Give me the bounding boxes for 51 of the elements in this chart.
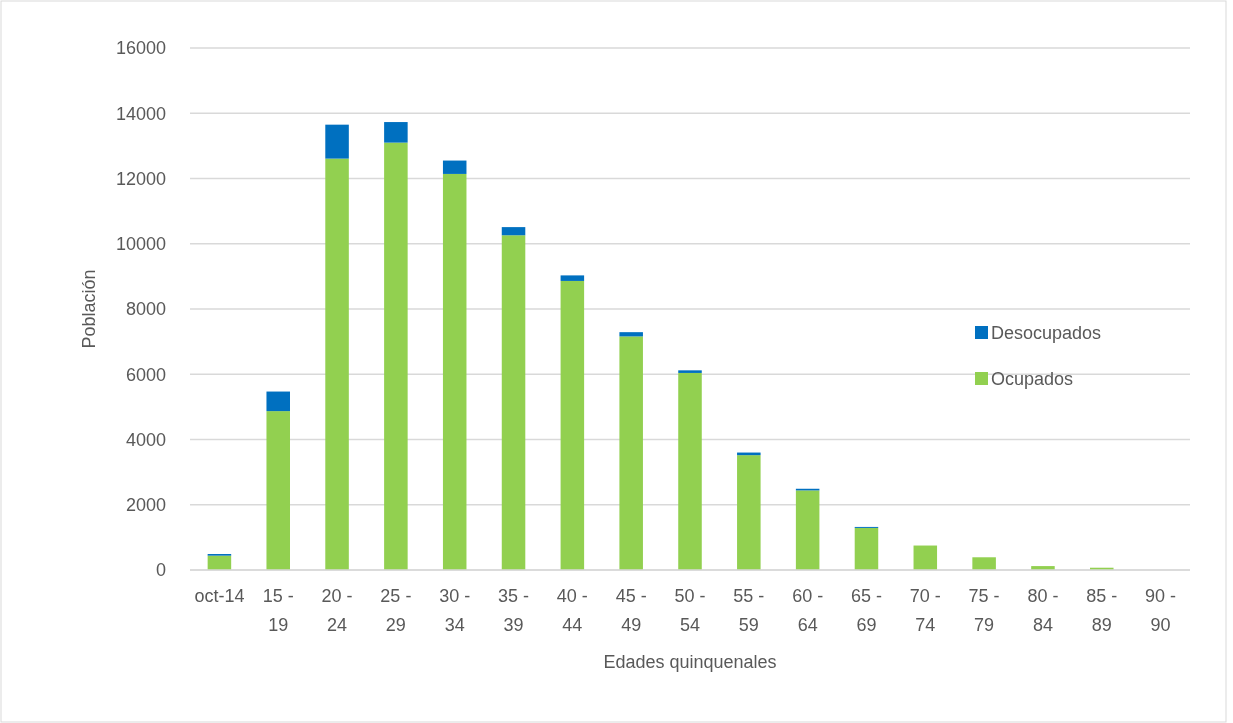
y-tick-label: 2000 bbox=[125, 495, 166, 516]
bar bbox=[325, 158, 349, 570]
bar bbox=[972, 557, 996, 570]
y-tick-label: 4000 bbox=[125, 429, 166, 450]
x-tick-label: 20 - 24 bbox=[321, 586, 353, 635]
x-tick-label: 15 - 19 bbox=[262, 586, 294, 635]
y-tick-label: 10000 bbox=[115, 234, 166, 255]
x-tick-label: 75 - 79 bbox=[968, 586, 1000, 635]
x-tick-label: 40 - 44 bbox=[556, 586, 588, 635]
legend-label: Ocupados bbox=[991, 369, 1074, 390]
bar bbox=[737, 455, 761, 570]
x-tick-label: 90 - 90 bbox=[1145, 586, 1177, 635]
bar bbox=[501, 235, 526, 570]
bar bbox=[560, 275, 585, 281]
x-tick-label: 25 - 29 bbox=[380, 586, 412, 635]
x-tick-label: 80 - 84 bbox=[1027, 586, 1059, 635]
y-tick-label: 16000 bbox=[115, 38, 166, 59]
y-tick-label: 6000 bbox=[125, 364, 166, 385]
x-tick-label: 65 - 69 bbox=[850, 586, 882, 635]
x-tick-label: 60 - 64 bbox=[792, 586, 824, 635]
x-tick-label: 85 - 89 bbox=[1086, 586, 1118, 635]
bar bbox=[384, 122, 408, 143]
x-tick-label: 30 - 34 bbox=[439, 586, 471, 635]
x-tick-label: oct-14 bbox=[194, 586, 245, 606]
bar bbox=[384, 142, 408, 570]
x-tick-label: 70 - 74 bbox=[909, 586, 941, 635]
bar bbox=[501, 227, 526, 236]
x-axis-title: Edades quinquenales bbox=[603, 652, 777, 672]
bar bbox=[913, 545, 938, 570]
bar bbox=[560, 280, 585, 570]
x-tick-label: 50 - 54 bbox=[674, 586, 706, 635]
bar bbox=[795, 490, 820, 570]
bar bbox=[678, 372, 702, 570]
y-tick-label: 8000 bbox=[125, 299, 166, 320]
y-tick-label: 0 bbox=[155, 560, 166, 581]
x-tick-label: 55 - 59 bbox=[733, 586, 765, 635]
bar bbox=[266, 411, 290, 570]
bar bbox=[619, 336, 643, 570]
bar bbox=[266, 391, 290, 412]
x-tick-label: 35 - 39 bbox=[498, 586, 530, 635]
bar bbox=[325, 124, 349, 159]
bar bbox=[854, 527, 879, 570]
x-tick-label: 45 - 49 bbox=[615, 586, 647, 635]
y-axis-title: Población bbox=[79, 269, 99, 349]
bar bbox=[678, 370, 702, 373]
bar bbox=[619, 332, 643, 337]
bar bbox=[442, 160, 467, 174]
bar bbox=[442, 173, 467, 570]
legend-label: Desocupados bbox=[991, 323, 1102, 344]
y-tick-label: 14000 bbox=[115, 103, 166, 124]
y-tick-label: 12000 bbox=[115, 168, 166, 189]
